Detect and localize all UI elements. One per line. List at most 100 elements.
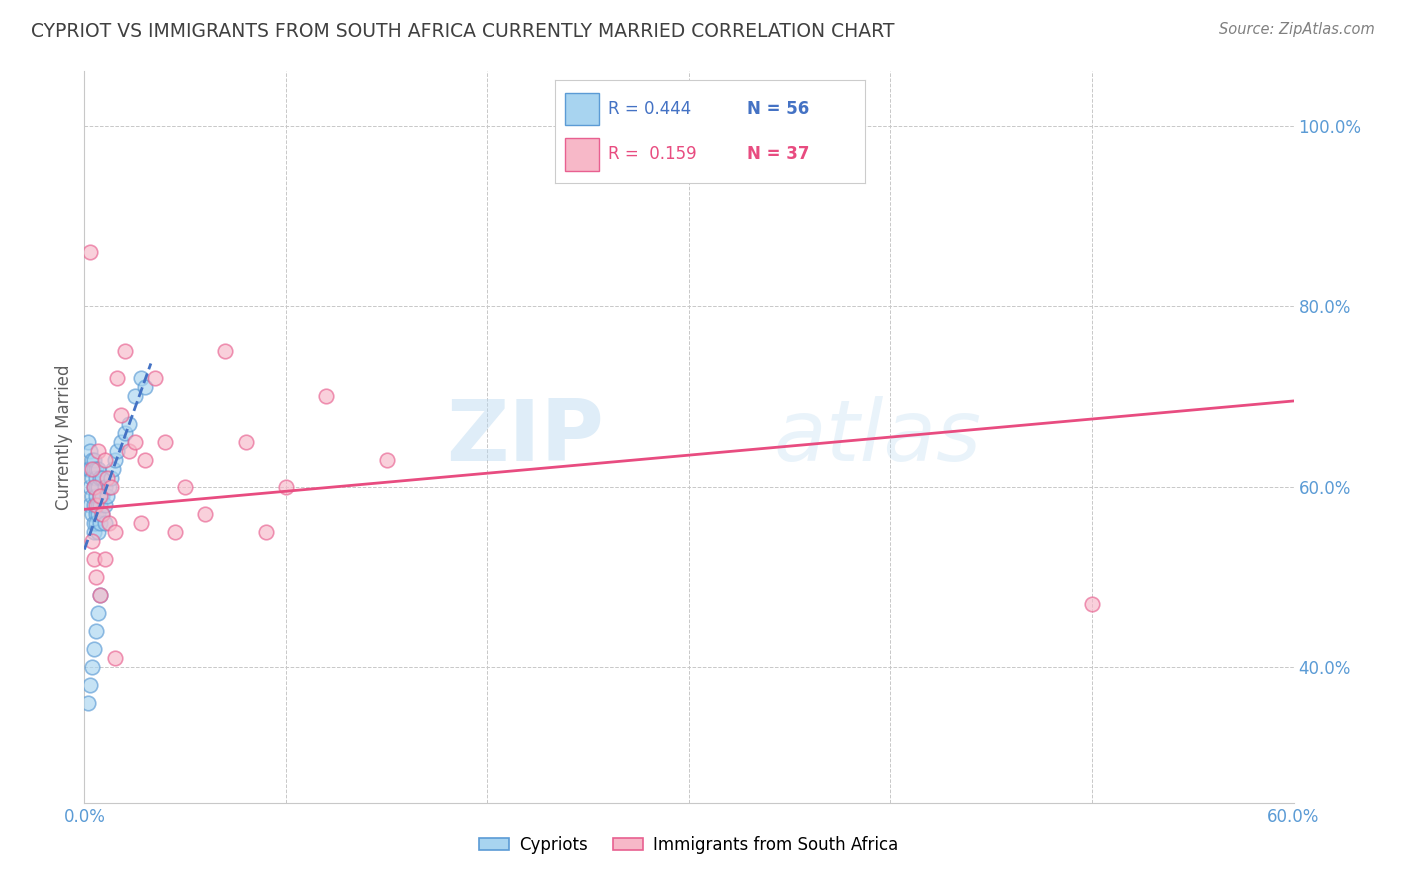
Text: CYPRIOT VS IMMIGRANTS FROM SOUTH AFRICA CURRENTLY MARRIED CORRELATION CHART: CYPRIOT VS IMMIGRANTS FROM SOUTH AFRICA …	[31, 22, 894, 41]
Point	[96, 471, 118, 485]
Text: N = 37: N = 37	[747, 145, 810, 163]
Point	[83, 480, 105, 494]
Point	[93, 480, 115, 494]
Point	[110, 434, 132, 449]
Point	[82, 489, 104, 503]
Point	[82, 452, 104, 467]
Text: R = 0.444: R = 0.444	[607, 100, 692, 118]
Point	[235, 434, 257, 449]
Point	[87, 443, 110, 458]
Point	[165, 524, 187, 539]
Point	[89, 498, 111, 512]
Point	[134, 380, 156, 394]
Point	[97, 480, 120, 494]
Point	[86, 624, 108, 639]
Point	[83, 552, 105, 566]
Point	[89, 588, 111, 602]
Point	[79, 480, 101, 494]
Point	[91, 507, 114, 521]
Point	[77, 697, 100, 711]
Point	[86, 507, 108, 521]
Point	[79, 498, 101, 512]
Point	[96, 489, 118, 503]
Point	[77, 461, 100, 475]
Point	[104, 452, 127, 467]
Point	[93, 552, 115, 566]
Point	[82, 660, 104, 674]
Text: ZIP: ZIP	[447, 395, 605, 479]
Point	[89, 516, 111, 530]
Point	[86, 498, 108, 512]
Y-axis label: Currently Married: Currently Married	[55, 364, 73, 510]
Point	[83, 461, 105, 475]
Bar	[565, 137, 599, 170]
Point	[83, 498, 105, 512]
Point	[79, 678, 101, 692]
Point	[118, 417, 141, 431]
Text: Source: ZipAtlas.com: Source: ZipAtlas.com	[1219, 22, 1375, 37]
Point	[194, 507, 217, 521]
Legend: Cypriots, Immigrants from South Africa: Cypriots, Immigrants from South Africa	[472, 829, 905, 860]
Point	[87, 507, 110, 521]
Text: N = 56: N = 56	[747, 100, 810, 118]
Point	[274, 480, 297, 494]
Point	[104, 524, 127, 539]
Point	[93, 452, 115, 467]
Point	[89, 588, 111, 602]
Bar	[565, 93, 599, 126]
Point	[79, 244, 101, 259]
Point	[100, 471, 122, 485]
Point	[82, 471, 104, 485]
Point	[83, 480, 105, 494]
Point	[174, 480, 197, 494]
Point	[118, 443, 141, 458]
Point	[87, 498, 110, 512]
Point	[86, 480, 108, 494]
Point	[87, 524, 110, 539]
Point	[87, 606, 110, 620]
Point	[315, 389, 337, 403]
Point	[254, 524, 277, 539]
Point	[82, 461, 104, 475]
Point	[86, 471, 108, 485]
Point	[1081, 597, 1104, 611]
Point	[93, 516, 115, 530]
Point	[86, 516, 108, 530]
Point	[82, 507, 104, 521]
Point	[89, 489, 111, 503]
Point	[87, 480, 110, 494]
Point	[105, 443, 128, 458]
Point	[97, 516, 120, 530]
Point	[143, 371, 166, 385]
Point	[87, 461, 110, 475]
Point	[114, 344, 136, 359]
Point	[83, 452, 105, 467]
Point	[79, 443, 101, 458]
Point	[129, 371, 152, 385]
Point	[83, 516, 105, 530]
Point	[91, 471, 114, 485]
Point	[93, 498, 115, 512]
Point	[101, 461, 124, 475]
Point	[83, 642, 105, 657]
Point	[91, 489, 114, 503]
Point	[89, 489, 111, 503]
Point	[375, 452, 398, 467]
Point	[91, 507, 114, 521]
Point	[124, 434, 146, 449]
Point	[110, 408, 132, 422]
Point	[86, 570, 108, 584]
Point	[214, 344, 236, 359]
Point	[124, 389, 146, 403]
Point	[77, 434, 100, 449]
Point	[82, 533, 104, 548]
Point	[129, 516, 152, 530]
Point	[114, 425, 136, 440]
Point	[100, 480, 122, 494]
Point	[104, 651, 127, 665]
Point	[79, 461, 101, 475]
Point	[105, 371, 128, 385]
Point	[134, 452, 156, 467]
Point	[83, 524, 105, 539]
Point	[86, 461, 108, 475]
